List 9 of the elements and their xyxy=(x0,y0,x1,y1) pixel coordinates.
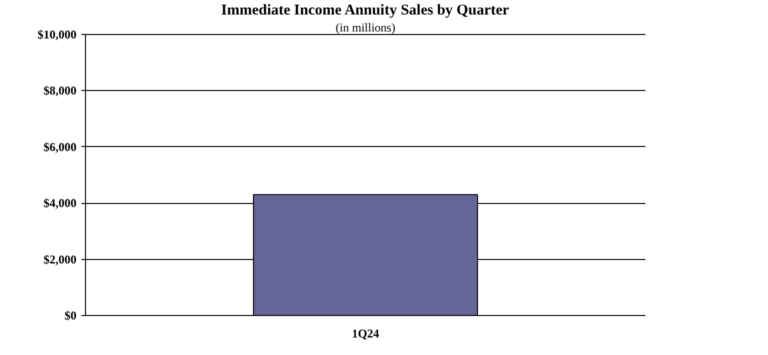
x-tick-label: 1Q24 xyxy=(352,326,380,340)
y-tick-label: $2,000 xyxy=(44,252,76,266)
y-tick-label: $4,000 xyxy=(44,196,76,210)
chart-subtitle: (in millions) xyxy=(336,20,396,34)
y-tick-label: $8,000 xyxy=(44,84,76,98)
y-tick-label: $10,000 xyxy=(38,28,76,42)
y-tick-label: $0 xyxy=(64,308,76,322)
y-tick-label: $6,000 xyxy=(44,140,76,154)
chart-title: Immediate Income Annuity Sales by Quarter xyxy=(221,2,510,18)
